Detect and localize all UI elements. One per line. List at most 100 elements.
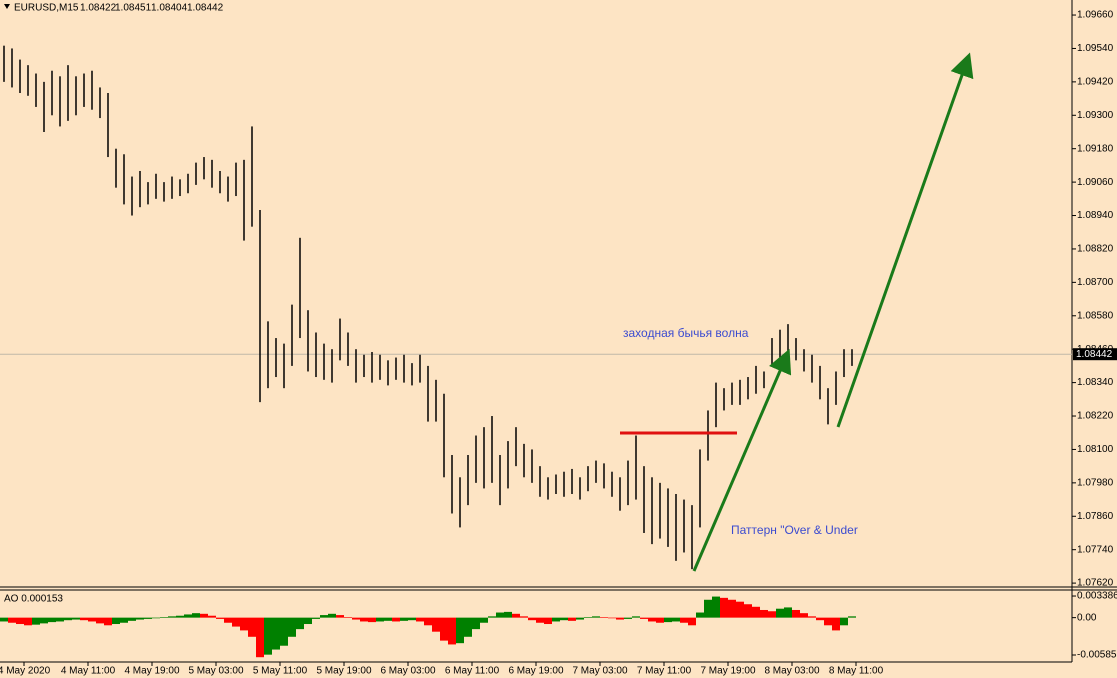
ao-bar xyxy=(544,617,552,625)
ao-bar xyxy=(504,611,512,618)
ao-bar xyxy=(728,599,736,618)
y-tick-label: 1.07980 xyxy=(1077,477,1114,488)
y-tick-label: 1.07740 xyxy=(1077,544,1114,555)
ao-bar xyxy=(120,617,128,623)
ao-bar xyxy=(360,617,368,622)
ao-bar xyxy=(536,617,544,623)
y-tick-label: 1.08100 xyxy=(1077,444,1114,455)
ao-bar xyxy=(648,617,656,622)
ao-bar xyxy=(832,617,840,631)
ao-bar xyxy=(200,613,208,618)
ao-bar xyxy=(720,597,728,618)
x-tick-label: 5 May 11:00 xyxy=(253,666,308,677)
x-tick-label: 7 May 11:00 xyxy=(637,666,692,677)
ao-bar xyxy=(248,617,256,637)
ao-bar xyxy=(128,617,136,621)
y-tick-label: 1.08340 xyxy=(1077,377,1114,388)
ao-bar xyxy=(240,617,248,631)
ao-bar xyxy=(176,615,184,618)
ao-bar xyxy=(632,616,640,618)
ao-bar xyxy=(528,617,536,621)
ao-bar xyxy=(784,607,792,618)
x-tick-label: 8 May 11:00 xyxy=(829,666,884,677)
y-tick-label: 1.09540 xyxy=(1077,43,1114,54)
last-price-box xyxy=(1073,348,1117,361)
ao-bar xyxy=(704,599,712,618)
ao-bar xyxy=(472,617,480,630)
x-tick-label: 5 May 03:00 xyxy=(188,666,243,677)
ao-bar xyxy=(416,617,424,622)
ao-bar xyxy=(776,608,784,618)
annotation: заходная бычья волна xyxy=(623,326,749,340)
ao-bar xyxy=(848,616,856,618)
ao-bar xyxy=(320,615,328,618)
ao-bar xyxy=(496,612,504,618)
ao-bar xyxy=(400,617,408,621)
ao-bar xyxy=(672,617,680,622)
y-tick-label: 1.09180 xyxy=(1077,143,1114,154)
ao-bar xyxy=(480,617,488,623)
ao-bar xyxy=(824,617,832,626)
ao-bar xyxy=(344,617,352,618)
trend-arrow[interactable] xyxy=(836,52,974,428)
ao-bar xyxy=(72,617,80,620)
ao-bar xyxy=(256,617,264,658)
ao-bar xyxy=(448,617,456,645)
ao-bar xyxy=(376,617,384,622)
ao-bar xyxy=(208,615,216,618)
x-tick-label: 6 May 19:00 xyxy=(508,666,563,677)
ao-bar xyxy=(24,617,32,626)
ohlc-high: 1.08451 xyxy=(115,3,152,14)
x-tick-label: 6 May 11:00 xyxy=(445,666,500,677)
ao-bar xyxy=(16,617,24,625)
ao-bar xyxy=(264,617,272,655)
ao-bar xyxy=(456,617,464,644)
ao-panel: 0.003386 0.00 -0.005853 xyxy=(0,591,1117,661)
ao-bar xyxy=(560,617,568,621)
ao-bar xyxy=(0,617,8,622)
ao-bar xyxy=(640,617,648,619)
ao-bar xyxy=(336,615,344,618)
ao-bar xyxy=(64,617,72,621)
annotation: Паттерн "Over & Under xyxy=(731,523,858,537)
y-tick-label: 1.09300 xyxy=(1077,110,1114,121)
indicator-title: AO 0.000153 xyxy=(4,594,63,605)
y-tick-label: 1.08940 xyxy=(1077,210,1114,221)
ao-bar xyxy=(664,617,672,623)
ao-bar xyxy=(392,617,400,622)
x-tick-label: 5 May 19:00 xyxy=(316,666,371,677)
ao-bar xyxy=(352,617,360,620)
ao-bar xyxy=(224,617,232,623)
ao-bar xyxy=(712,596,720,618)
ao-bar xyxy=(608,617,616,619)
ao-bar xyxy=(104,617,112,626)
y-tick-label: 1.08220 xyxy=(1077,411,1114,422)
ohlc-close: 1.08442 xyxy=(187,3,224,14)
ao-bar xyxy=(368,617,376,623)
ao-bar xyxy=(792,609,800,618)
ao-bar xyxy=(152,617,160,619)
ao-bar xyxy=(56,617,64,622)
ao-bar xyxy=(288,617,296,637)
ao-bar xyxy=(512,613,520,618)
ao-bar xyxy=(768,611,776,618)
ao-bar xyxy=(592,616,600,618)
last-price-label: 1.08442 xyxy=(1076,349,1113,360)
ao-bar xyxy=(688,617,696,626)
trend-arrow[interactable] xyxy=(692,348,792,572)
ao-bar xyxy=(168,616,176,618)
ao-bar xyxy=(752,606,760,618)
symbol: EURUSD,M15 xyxy=(14,3,79,14)
ao-bar xyxy=(440,617,448,641)
y-tick-label: 1.08820 xyxy=(1077,244,1114,255)
ao-bar xyxy=(424,617,432,626)
ao-bar xyxy=(680,617,688,623)
y-tick-label: 0.003386 xyxy=(1077,591,1117,602)
ao-bar xyxy=(384,617,392,621)
ao-bar xyxy=(328,613,336,618)
price-panel: 1.09660 1.09540 1.09420 1.09300 1.09180 1.090… xyxy=(0,10,1117,589)
ao-bar xyxy=(800,613,808,618)
collapse-icon[interactable] xyxy=(4,4,10,9)
ao-bar xyxy=(296,617,304,630)
ao-bar xyxy=(576,617,584,620)
